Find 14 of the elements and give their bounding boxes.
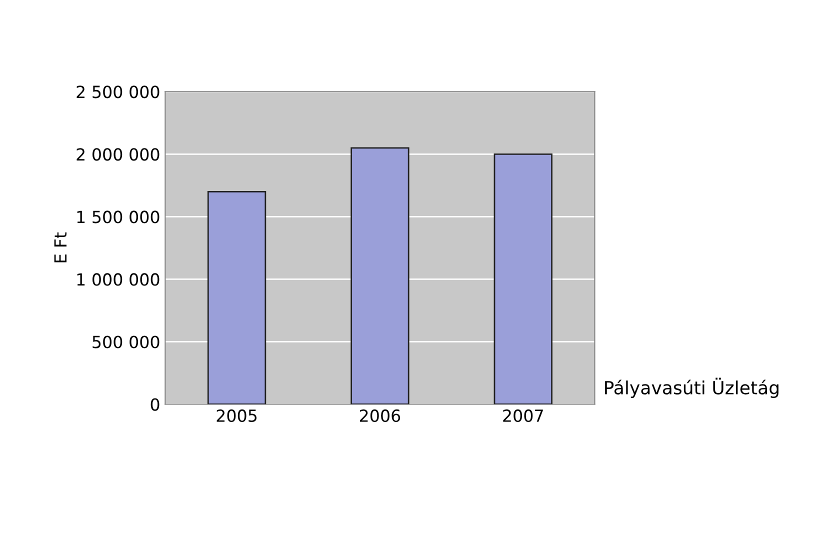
y-axis-title: E Ft [54, 232, 66, 262]
y-tick-label: 1 500 000 [77, 210, 160, 224]
y-tick-label: 1 000 000 [77, 273, 160, 286]
x-tick-label: 2005 [216, 409, 257, 422]
y-tick-label: 0 [150, 398, 160, 411]
bar [207, 190, 266, 404]
bar [350, 147, 410, 404]
y-tick-label: 2 500 000 [76, 86, 160, 98]
text: Pályavasúti Üzletág [605, 378, 778, 398]
x-tick-label: 2007 [503, 409, 543, 422]
x-tick-label: 2006 [360, 409, 400, 422]
y-tick-label: 500 000 [92, 336, 160, 348]
bar [494, 153, 552, 404]
y-tick-label: 2 000 000 [76, 148, 160, 161]
